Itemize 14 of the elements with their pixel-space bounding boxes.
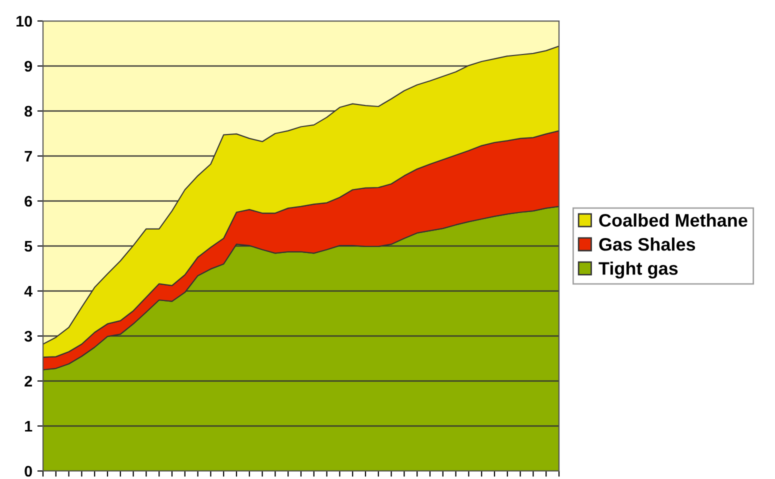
y-tick-label: 6 bbox=[24, 196, 32, 207]
y-tick-label: 8 bbox=[24, 106, 32, 117]
y-tick-label: 0 bbox=[24, 466, 32, 477]
y-tick-label: 9 bbox=[24, 60, 32, 72]
y-tick-label: 4 bbox=[24, 286, 32, 297]
legend-label: Tight gas bbox=[598, 262, 678, 279]
y-tick-label: 5 bbox=[24, 241, 32, 252]
y-tick-label: 7 bbox=[24, 151, 32, 162]
y-tick-label: 3 bbox=[24, 330, 32, 342]
y-tick-label: 1 bbox=[25, 421, 32, 432]
legend-label: Coalbed Methane bbox=[599, 213, 748, 227]
y-tick-label: 10 bbox=[16, 16, 32, 27]
legend-label: Gas Shales bbox=[599, 238, 696, 251]
y-tick-label: 2 bbox=[24, 376, 32, 387]
